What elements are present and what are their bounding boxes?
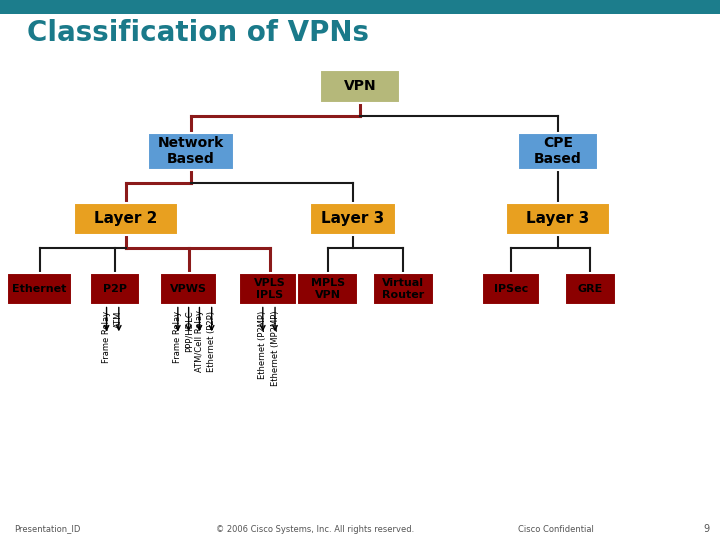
Text: Ethernet: Ethernet xyxy=(12,284,67,294)
FancyBboxPatch shape xyxy=(148,133,234,170)
Text: VPWS: VPWS xyxy=(170,284,207,294)
Text: Network
Based: Network Based xyxy=(158,136,224,166)
Text: PPP/HDLC: PPP/HDLC xyxy=(184,310,193,352)
Text: P2P: P2P xyxy=(103,284,127,294)
FancyBboxPatch shape xyxy=(73,202,179,235)
FancyBboxPatch shape xyxy=(505,202,611,235)
FancyBboxPatch shape xyxy=(482,273,540,305)
FancyBboxPatch shape xyxy=(297,273,359,305)
Text: Classification of VPNs: Classification of VPNs xyxy=(27,19,369,47)
Text: Frame Relay: Frame Relay xyxy=(102,310,111,363)
FancyBboxPatch shape xyxy=(7,273,72,305)
FancyBboxPatch shape xyxy=(373,273,433,305)
FancyBboxPatch shape xyxy=(239,273,301,305)
Text: ATM: ATM xyxy=(114,310,123,328)
Bar xyxy=(0,0,720,14)
Text: Ethernet (P2MP): Ethernet (P2MP) xyxy=(258,310,267,379)
Text: Cisco Confidential: Cisco Confidential xyxy=(518,524,594,534)
Text: GRE: GRE xyxy=(577,284,603,294)
Text: Frame Relay: Frame Relay xyxy=(174,310,182,363)
Text: Presentation_ID: Presentation_ID xyxy=(14,524,81,534)
Text: VPLS
IPLS: VPLS IPLS xyxy=(254,278,286,300)
Text: VPN: VPN xyxy=(343,79,377,93)
Text: ATM/Cell Relay: ATM/Cell Relay xyxy=(195,310,204,373)
Text: Layer 3: Layer 3 xyxy=(321,211,384,226)
FancyBboxPatch shape xyxy=(518,133,598,170)
Text: Layer 3: Layer 3 xyxy=(526,211,590,226)
Text: 9: 9 xyxy=(703,523,709,534)
Text: © 2006 Cisco Systems, Inc. All rights reserved.: © 2006 Cisco Systems, Inc. All rights re… xyxy=(216,524,414,534)
Text: Virtual
Router: Virtual Router xyxy=(382,278,424,300)
FancyBboxPatch shape xyxy=(310,202,396,235)
FancyBboxPatch shape xyxy=(90,273,140,305)
Text: IPSec: IPSec xyxy=(494,284,528,294)
Text: MPLS
VPN: MPLS VPN xyxy=(310,278,345,300)
Text: Layer 2: Layer 2 xyxy=(94,211,158,226)
FancyBboxPatch shape xyxy=(320,70,400,103)
FancyBboxPatch shape xyxy=(160,273,217,305)
Text: Ethernet (MP2MP): Ethernet (MP2MP) xyxy=(271,310,279,386)
Text: Ethernet (P2P): Ethernet (P2P) xyxy=(207,310,216,372)
FancyBboxPatch shape xyxy=(565,273,616,305)
Text: CPE
Based: CPE Based xyxy=(534,136,582,166)
